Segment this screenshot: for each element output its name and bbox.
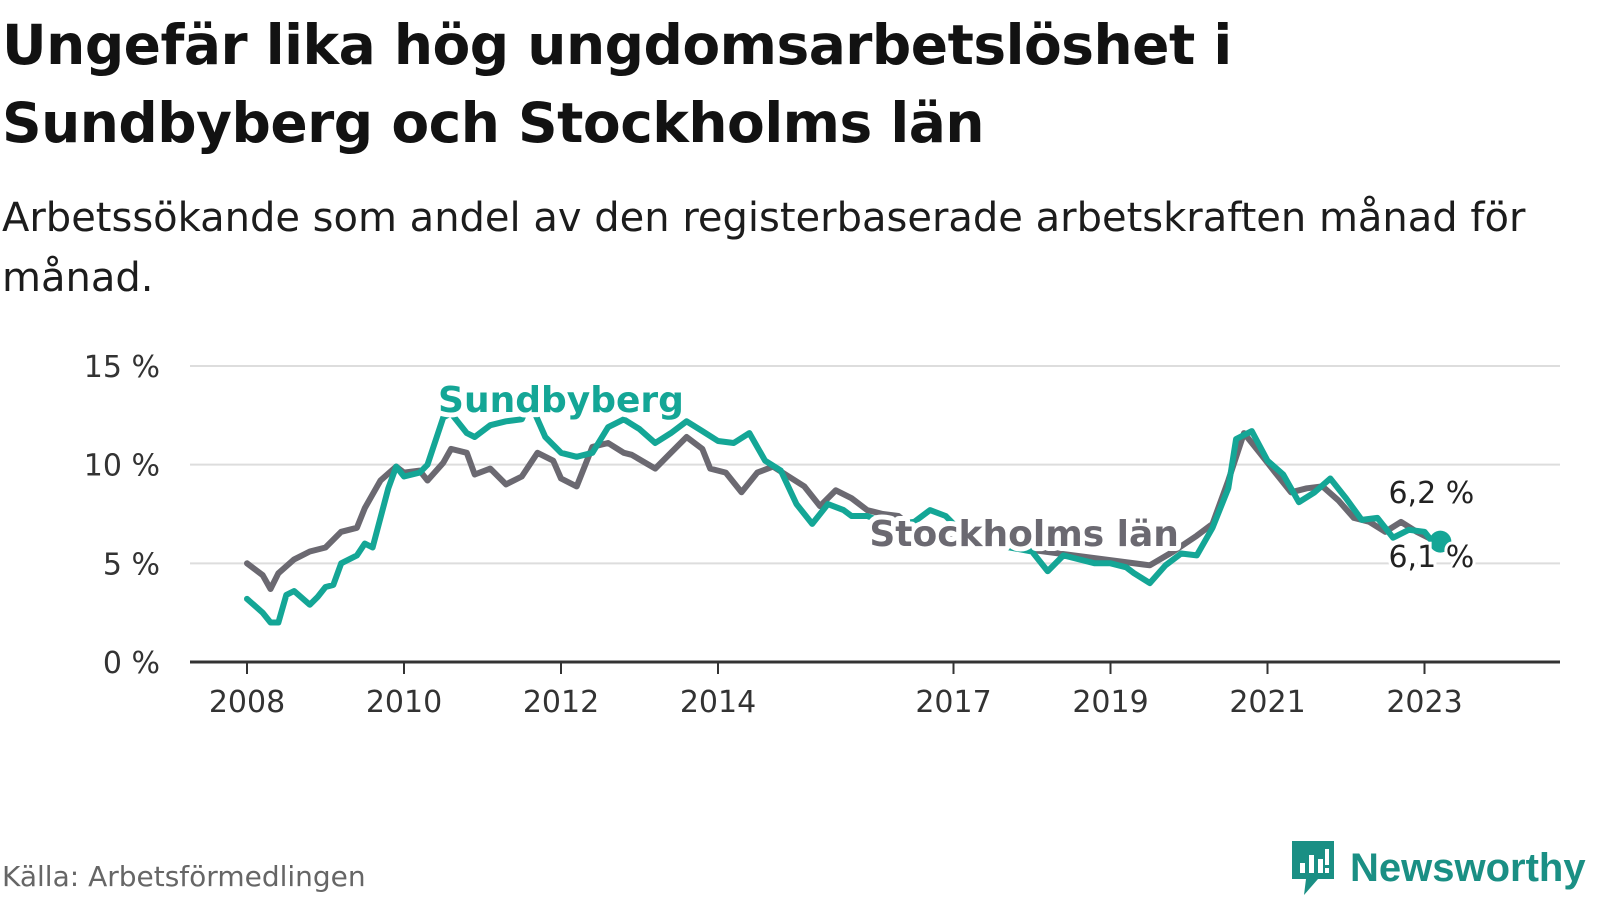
end-point-marker (1429, 530, 1452, 553)
x-tick-label: 2008 (209, 685, 285, 720)
y-tick-label: 10 % (84, 449, 160, 484)
end-label-sundbyberg: 6,1 % (1388, 540, 1474, 575)
chart-title: Ungefär lika hög ungdomsarbetslöshet i S… (2, 13, 1232, 155)
series-line-sundbyberg (244, 398, 1436, 626)
newsworthy-logo-icon (1292, 841, 1334, 895)
end-label-stockholms-lan: 6,2 % (1388, 476, 1474, 511)
source-note: Källa: Arbetsförmedlingen (2, 860, 366, 893)
x-tick-label: 2012 (523, 685, 599, 720)
x-tick-label: 2017 (915, 685, 991, 720)
x-tick-label: 2010 (366, 685, 442, 720)
x-tick-label: 2019 (1072, 685, 1148, 720)
x-tick-label: 2023 (1386, 685, 1462, 720)
y-tick-label: 0 % (103, 646, 160, 681)
x-tick-label: 2021 (1229, 685, 1305, 720)
series-label-stockholms-lan: Stockholms län (869, 514, 1179, 555)
y-tick-label: 5 % (103, 547, 160, 582)
series-label-sundbyberg: Sundbyberg (438, 380, 684, 421)
chart-subtitle: Arbetssökande som andel av den registerb… (2, 195, 1526, 301)
brand-logo[interactable]: Newsworthy (1290, 838, 1586, 898)
y-tick-label: 15 % (84, 350, 160, 385)
brand-name: Newsworthy (1350, 845, 1586, 890)
x-tick-label: 2014 (680, 685, 756, 720)
